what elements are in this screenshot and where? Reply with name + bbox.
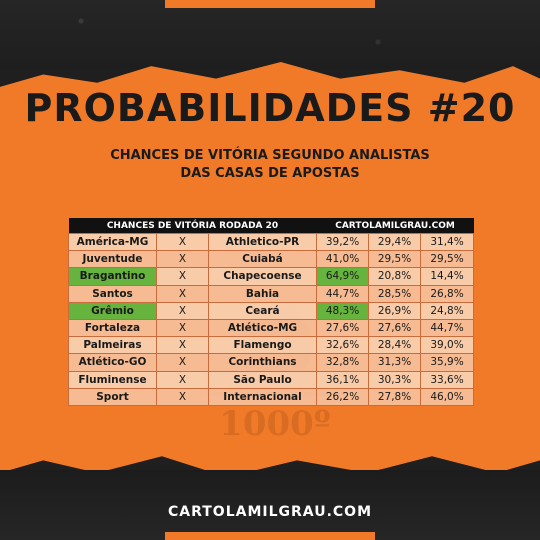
table-row: Fortaleza X Atlético-MG 27,6% 27,6% 44,7% xyxy=(68,318,475,338)
away-win-pct-cell: 24,8% xyxy=(420,301,475,320)
footer-site: CARTOLAMILGRAU.COM xyxy=(168,504,372,520)
table-row: Fluminense X São Paulo 36,1% 30,3% 33,6% xyxy=(68,370,475,389)
table-row: Santos X Bahia 44,7% 28,5% 26,8% xyxy=(68,284,475,303)
versus-cell: X xyxy=(156,250,209,269)
home-win-pct-cell: 32,8% xyxy=(316,353,370,372)
grunge-bottom-background xyxy=(0,470,540,540)
away-win-pct-cell: 44,7% xyxy=(420,318,475,338)
versus-cell: X xyxy=(156,232,209,252)
top-orange-strip xyxy=(165,0,375,8)
home-team-cell: Fortaleza xyxy=(68,318,157,338)
away-win-pct-cell: 31,4% xyxy=(420,232,475,252)
home-team-cell: Santos xyxy=(68,284,157,303)
table-header-site: CARTOLAMILGRAU.COM xyxy=(316,218,474,234)
home-win-pct-cell: 48,3% xyxy=(316,301,370,320)
draw-pct-cell: 29,5% xyxy=(368,250,422,269)
home-win-pct-cell: 27,6% xyxy=(316,318,370,338)
away-win-pct-cell: 35,9% xyxy=(420,353,475,372)
home-win-pct-cell: 44,7% xyxy=(316,284,370,303)
draw-pct-cell: 27,6% xyxy=(368,318,422,338)
home-win-pct-cell: 39,2% xyxy=(316,232,370,252)
home-team-cell: Atlético-GO xyxy=(68,353,157,372)
table-row: América-MG X Athletico-PR 39,2% 29,4% 31,4% xyxy=(68,232,475,252)
home-win-pct-cell: 32,6% xyxy=(316,336,370,355)
versus-cell: X xyxy=(156,387,209,406)
home-team-cell: Palmeiras xyxy=(68,336,157,355)
table-header-title: CHANCES DE VITÓRIA RODADA 20 xyxy=(68,218,317,234)
away-team-cell: Chapecoense xyxy=(207,267,318,286)
away-win-pct-cell: 39,0% xyxy=(420,336,475,355)
versus-cell: X xyxy=(156,353,209,372)
page-title: PROBABILIDADES #20 xyxy=(24,86,516,130)
subtitle-line-2: DAS CASAS DE APOSTAS xyxy=(180,166,360,181)
table-row: Atlético-GO X Corinthians 32,8% 31,3% 35,9% xyxy=(68,353,475,372)
home-team-cell: Bragantino xyxy=(68,267,157,286)
table-header-row: CHANCES DE VITÓRIA RODADA 20 CARTOLAMILG… xyxy=(68,218,474,234)
away-team-cell: Atlético-MG xyxy=(207,318,318,338)
versus-cell: X xyxy=(156,336,209,355)
away-win-pct-cell: 29,5% xyxy=(420,250,475,269)
home-win-pct-cell: 26,2% xyxy=(316,387,370,406)
subtitle-line-1: CHANCES DE VITÓRIA SEGUNDO ANALISTAS xyxy=(110,148,430,163)
away-win-pct-cell: 14,4% xyxy=(420,267,475,286)
versus-cell: X xyxy=(156,318,209,338)
table-row: Grêmio X Ceará 48,3% 26,9% 24,8% xyxy=(68,301,475,320)
away-team-cell: Bahia xyxy=(207,284,318,303)
home-win-pct-cell: 64,9% xyxy=(316,267,370,286)
home-team-cell: América-MG xyxy=(68,232,157,252)
table-row: Bragantino X Chapecoense 64,9% 20,8% 14,4% xyxy=(68,267,475,286)
grunge-top-background xyxy=(0,0,540,70)
home-team-cell: Juventude xyxy=(68,250,157,269)
versus-cell: X xyxy=(156,370,209,389)
away-team-cell: Corinthians xyxy=(207,353,318,372)
draw-pct-cell: 27,8% xyxy=(368,387,422,406)
draw-pct-cell: 30,3% xyxy=(368,370,422,389)
versus-cell: X xyxy=(156,267,209,286)
draw-pct-cell: 20,8% xyxy=(368,267,422,286)
bottom-orange-strip xyxy=(165,532,375,540)
away-team-cell: Flamengo xyxy=(207,336,318,355)
versus-cell: X xyxy=(156,284,209,303)
odds-table: CHANCES DE VITÓRIA RODADA 20 CARTOLAMILG… xyxy=(68,218,475,406)
versus-cell: X xyxy=(156,301,209,320)
draw-pct-cell: 28,4% xyxy=(368,336,422,355)
away-win-pct-cell: 26,8% xyxy=(420,284,475,303)
draw-pct-cell: 28,5% xyxy=(368,284,422,303)
page-subtitle: CHANCES DE VITÓRIA SEGUNDO ANALISTAS DAS… xyxy=(0,147,540,183)
home-team-cell: Sport xyxy=(68,387,157,406)
table-row: Sport X Internacional 26,2% 27,8% 46,0% xyxy=(68,387,475,406)
table-row: Juventude X Cuiabá 41,0% 29,5% 29,5% xyxy=(68,250,475,269)
home-win-pct-cell: 41,0% xyxy=(316,250,370,269)
away-team-cell: São Paulo xyxy=(207,370,318,389)
draw-pct-cell: 26,9% xyxy=(368,301,422,320)
away-team-cell: Internacional xyxy=(207,387,318,406)
home-team-cell: Fluminense xyxy=(68,370,157,389)
away-team-cell: Athletico-PR xyxy=(207,232,318,252)
draw-pct-cell: 31,3% xyxy=(368,353,422,372)
away-team-cell: Ceará xyxy=(207,301,318,320)
draw-pct-cell: 29,4% xyxy=(368,232,422,252)
home-team-cell: Grêmio xyxy=(68,301,157,320)
table-row: Palmeiras X Flamengo 32,6% 28,4% 39,0% xyxy=(68,336,475,355)
away-team-cell: Cuiabá xyxy=(207,250,318,269)
home-win-pct-cell: 36,1% xyxy=(316,370,370,389)
away-win-pct-cell: 33,6% xyxy=(420,370,475,389)
away-win-pct-cell: 46,0% xyxy=(420,387,475,406)
